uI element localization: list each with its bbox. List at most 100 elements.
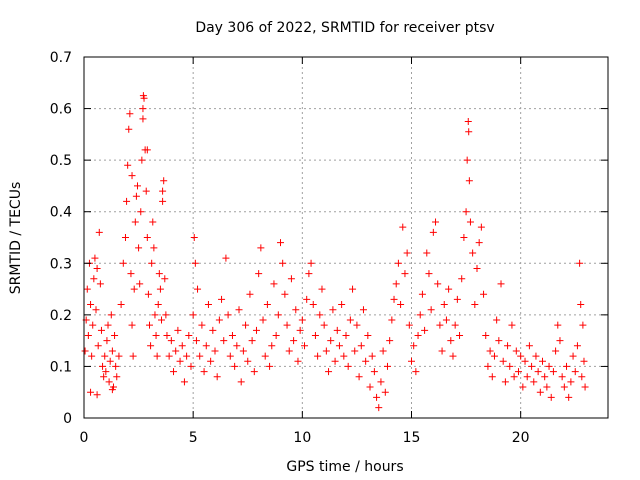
data-point — [204, 301, 212, 309]
data-point — [239, 347, 247, 355]
data-point — [92, 306, 100, 314]
data-point — [200, 368, 208, 376]
data-point — [127, 270, 135, 278]
data-point — [266, 362, 274, 370]
y-tick-label: 0.3 — [50, 256, 72, 272]
data-point — [279, 259, 287, 267]
data-point — [484, 362, 492, 370]
data-point — [359, 306, 367, 314]
data-point — [506, 362, 514, 370]
data-point — [237, 378, 245, 386]
data-point — [493, 316, 501, 324]
data-point — [340, 352, 348, 360]
x-tick-label: 5 — [189, 430, 198, 446]
data-point — [462, 208, 470, 216]
data-point — [162, 311, 170, 319]
data-point — [113, 373, 121, 381]
data-point — [129, 352, 137, 360]
data-point — [569, 352, 577, 360]
data-point — [325, 368, 333, 376]
data-point — [154, 301, 162, 309]
data-point — [224, 311, 232, 319]
chart-title: Day 306 of 2022, SRMTID for receiver pts… — [195, 20, 494, 36]
data-point — [150, 244, 158, 252]
data-point — [89, 321, 97, 329]
data-point — [298, 316, 306, 324]
data-point — [543, 383, 551, 391]
data-point — [549, 368, 557, 376]
data-point — [296, 326, 304, 334]
data-point — [226, 352, 234, 360]
data-point — [213, 373, 221, 381]
data-point — [209, 326, 217, 334]
data-point — [294, 357, 302, 365]
data-point — [144, 290, 152, 298]
data-point — [556, 337, 564, 345]
data-point — [573, 342, 581, 350]
data-point — [119, 259, 127, 267]
data-point — [146, 321, 153, 329]
data-point — [425, 270, 433, 278]
data-point — [490, 352, 498, 360]
data-point — [464, 117, 472, 125]
data-point — [91, 254, 99, 262]
data-point — [383, 362, 391, 370]
data-point — [523, 373, 531, 381]
data-point — [456, 331, 464, 339]
data-point — [552, 347, 560, 355]
data-point — [364, 331, 372, 339]
data-point — [259, 316, 267, 324]
data-point — [255, 270, 263, 278]
data-point — [220, 337, 228, 345]
data-point — [488, 373, 496, 381]
data-point — [96, 280, 104, 288]
data-point — [353, 321, 361, 329]
data-point — [314, 352, 322, 360]
data-point — [84, 331, 92, 339]
axis-ticks: 0 5 10 15 20 0 0.1 0.2 0.3 0.4 0.5 0.6 0.7 — [50, 50, 608, 446]
data-point — [558, 373, 566, 381]
data-point — [152, 331, 160, 339]
data-point — [94, 342, 102, 350]
data-point — [274, 311, 282, 319]
data-point — [497, 280, 505, 288]
data-point — [87, 388, 95, 396]
data-point — [519, 383, 527, 391]
y-tick-label: 0 — [63, 411, 72, 427]
data-point — [183, 352, 191, 360]
data-point — [375, 404, 383, 412]
data-point — [148, 259, 156, 267]
data-point — [521, 357, 529, 365]
data-point — [233, 342, 241, 350]
data-point — [349, 285, 357, 293]
y-tick-label: 0.2 — [50, 308, 72, 324]
data-point — [311, 331, 319, 339]
y-tick-label: 0.7 — [50, 50, 72, 66]
data-point — [185, 331, 193, 339]
data-point — [342, 331, 350, 339]
data-point — [410, 342, 418, 350]
data-point — [335, 342, 343, 350]
data-point — [90, 275, 98, 283]
data-point — [135, 244, 143, 252]
data-point — [447, 337, 455, 345]
data-point — [453, 295, 461, 303]
data-point — [528, 362, 536, 370]
x-axis-label: GPS time / hours — [286, 459, 403, 475]
data-point — [151, 311, 159, 319]
data-point — [534, 368, 542, 376]
data-point — [257, 244, 265, 252]
data-point — [436, 321, 444, 329]
data-point — [136, 280, 144, 288]
data-point — [580, 357, 588, 365]
data-point — [399, 223, 407, 231]
data-point — [139, 115, 147, 123]
data-point — [105, 378, 113, 386]
data-point — [463, 156, 471, 164]
data-point — [421, 326, 429, 334]
data-point — [115, 352, 123, 360]
data-point — [567, 378, 575, 386]
data-point — [536, 388, 544, 396]
data-point — [128, 172, 136, 180]
